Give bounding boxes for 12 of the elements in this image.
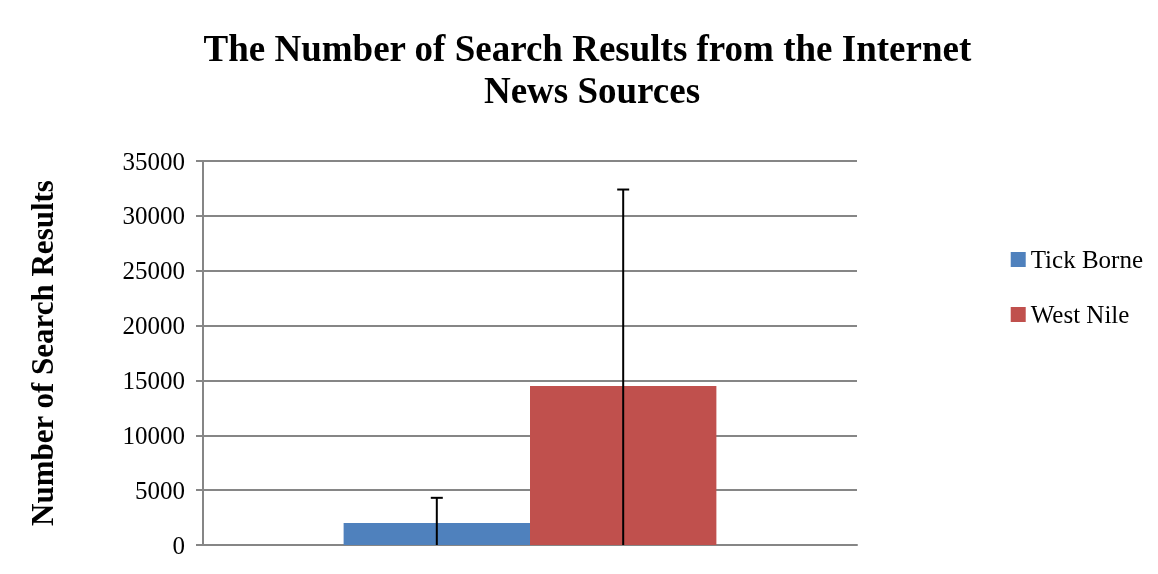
legend-label: West Nile	[1030, 301, 1130, 328]
y-axis-title: Number of Search Results	[25, 180, 60, 526]
y-tick-label: 10000	[122, 421, 185, 449]
y-tick-label: 35000	[122, 147, 185, 175]
y-tick-label: 5000	[135, 476, 185, 504]
y-tick-label: 15000	[122, 366, 185, 394]
y-tick-label: 20000	[122, 312, 185, 340]
legend-label: Tick Borne	[1030, 246, 1143, 273]
chart-title: The Number of Search Results from the Internet News Sources	[203, 27, 981, 111]
y-tick-label: 25000	[122, 257, 185, 285]
y-tick-label: 0	[172, 531, 185, 559]
y-tick-label: 30000	[122, 202, 185, 230]
